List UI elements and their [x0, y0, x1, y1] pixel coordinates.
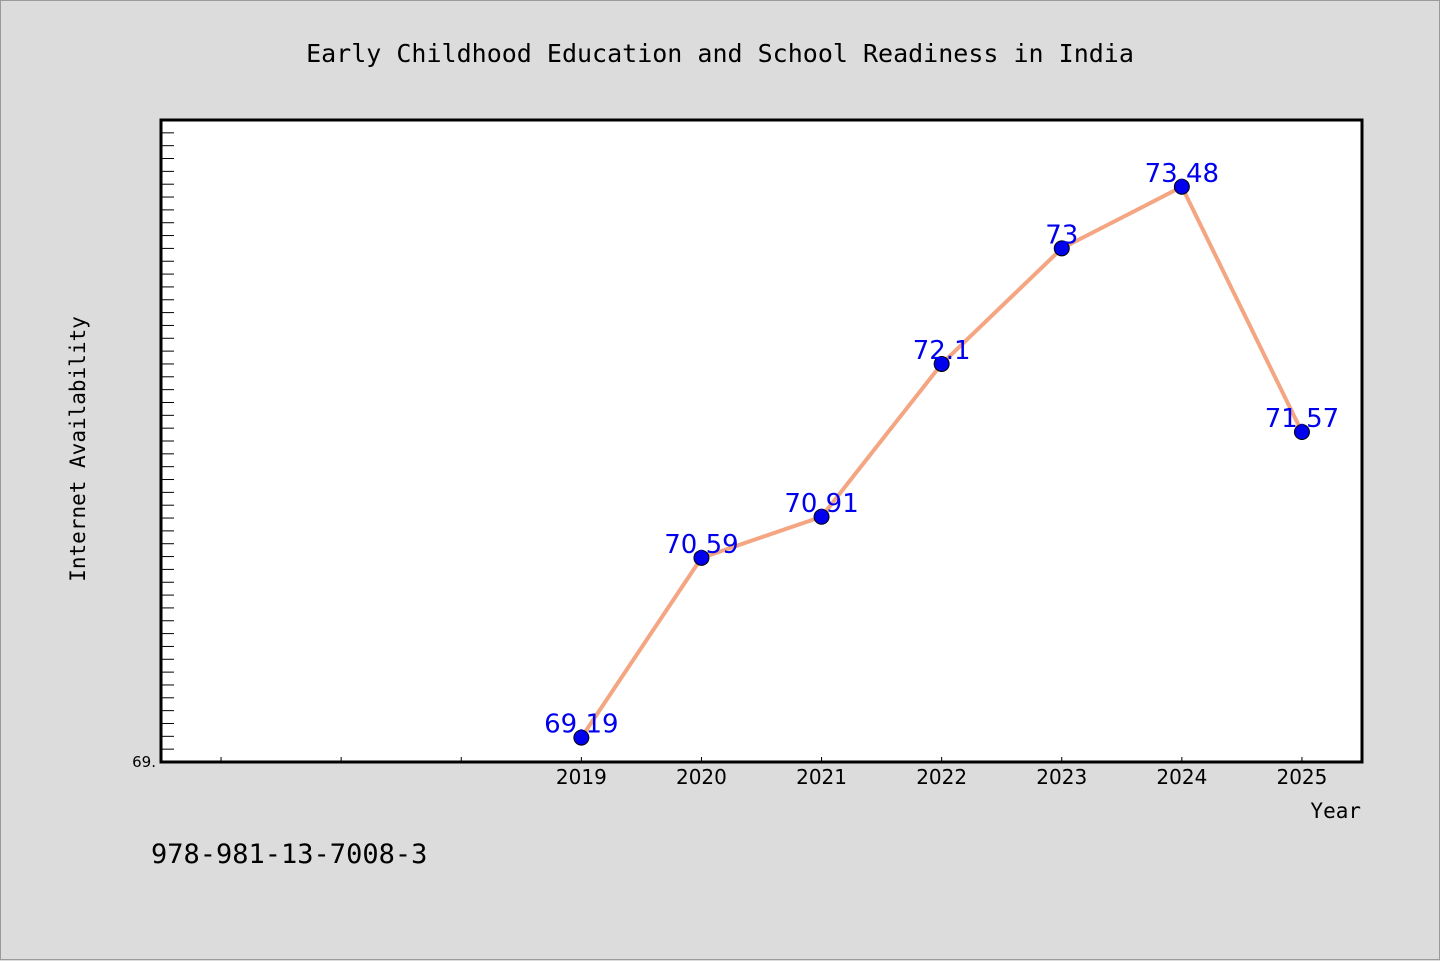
data-label: 72.1: [913, 336, 971, 366]
data-label: 70.59: [664, 530, 738, 560]
y-minor-ticks: [161, 119, 174, 763]
x-tick-label: 2022: [916, 765, 967, 789]
y-axis-label: Internet Availability: [66, 316, 90, 582]
data-point: [573, 729, 590, 746]
data-point: [813, 508, 830, 525]
data-point: [1293, 424, 1310, 441]
data-label: 73: [1045, 220, 1078, 250]
y-tick-label: 69.: [132, 753, 156, 771]
footnote-isbn: 978-981-13-7008-3: [151, 839, 427, 870]
data-label: 70.91: [784, 489, 858, 519]
data-point: [1053, 240, 1070, 257]
data-markers: [573, 178, 1310, 746]
data-label: 69.19: [544, 710, 618, 740]
x-tick-label: 2025: [1276, 765, 1327, 789]
data-label: 71.57: [1265, 404, 1339, 434]
data-labels: 69.19 70.59 70.91 72.1 73 73.48 71.57: [544, 159, 1339, 740]
plot-area: [159, 118, 1364, 764]
data-label: 73.48: [1145, 159, 1219, 189]
data-point: [693, 549, 710, 566]
x-tick-label: 2020: [676, 765, 727, 789]
data-point: [1173, 178, 1190, 195]
x-tick-label: 2023: [1036, 765, 1087, 789]
x-tick-label: 2024: [1156, 765, 1207, 789]
x-tick-label: 2019: [556, 765, 607, 789]
x-ticks: 2019 2020 2021 2022 2023 2024 2025: [220, 757, 1327, 789]
x-axis-label: Year: [1310, 799, 1361, 823]
chart-title: Early Childhood Education and School Rea…: [306, 39, 1134, 68]
data-point: [933, 355, 950, 372]
x-tick-label: 2021: [796, 765, 847, 789]
